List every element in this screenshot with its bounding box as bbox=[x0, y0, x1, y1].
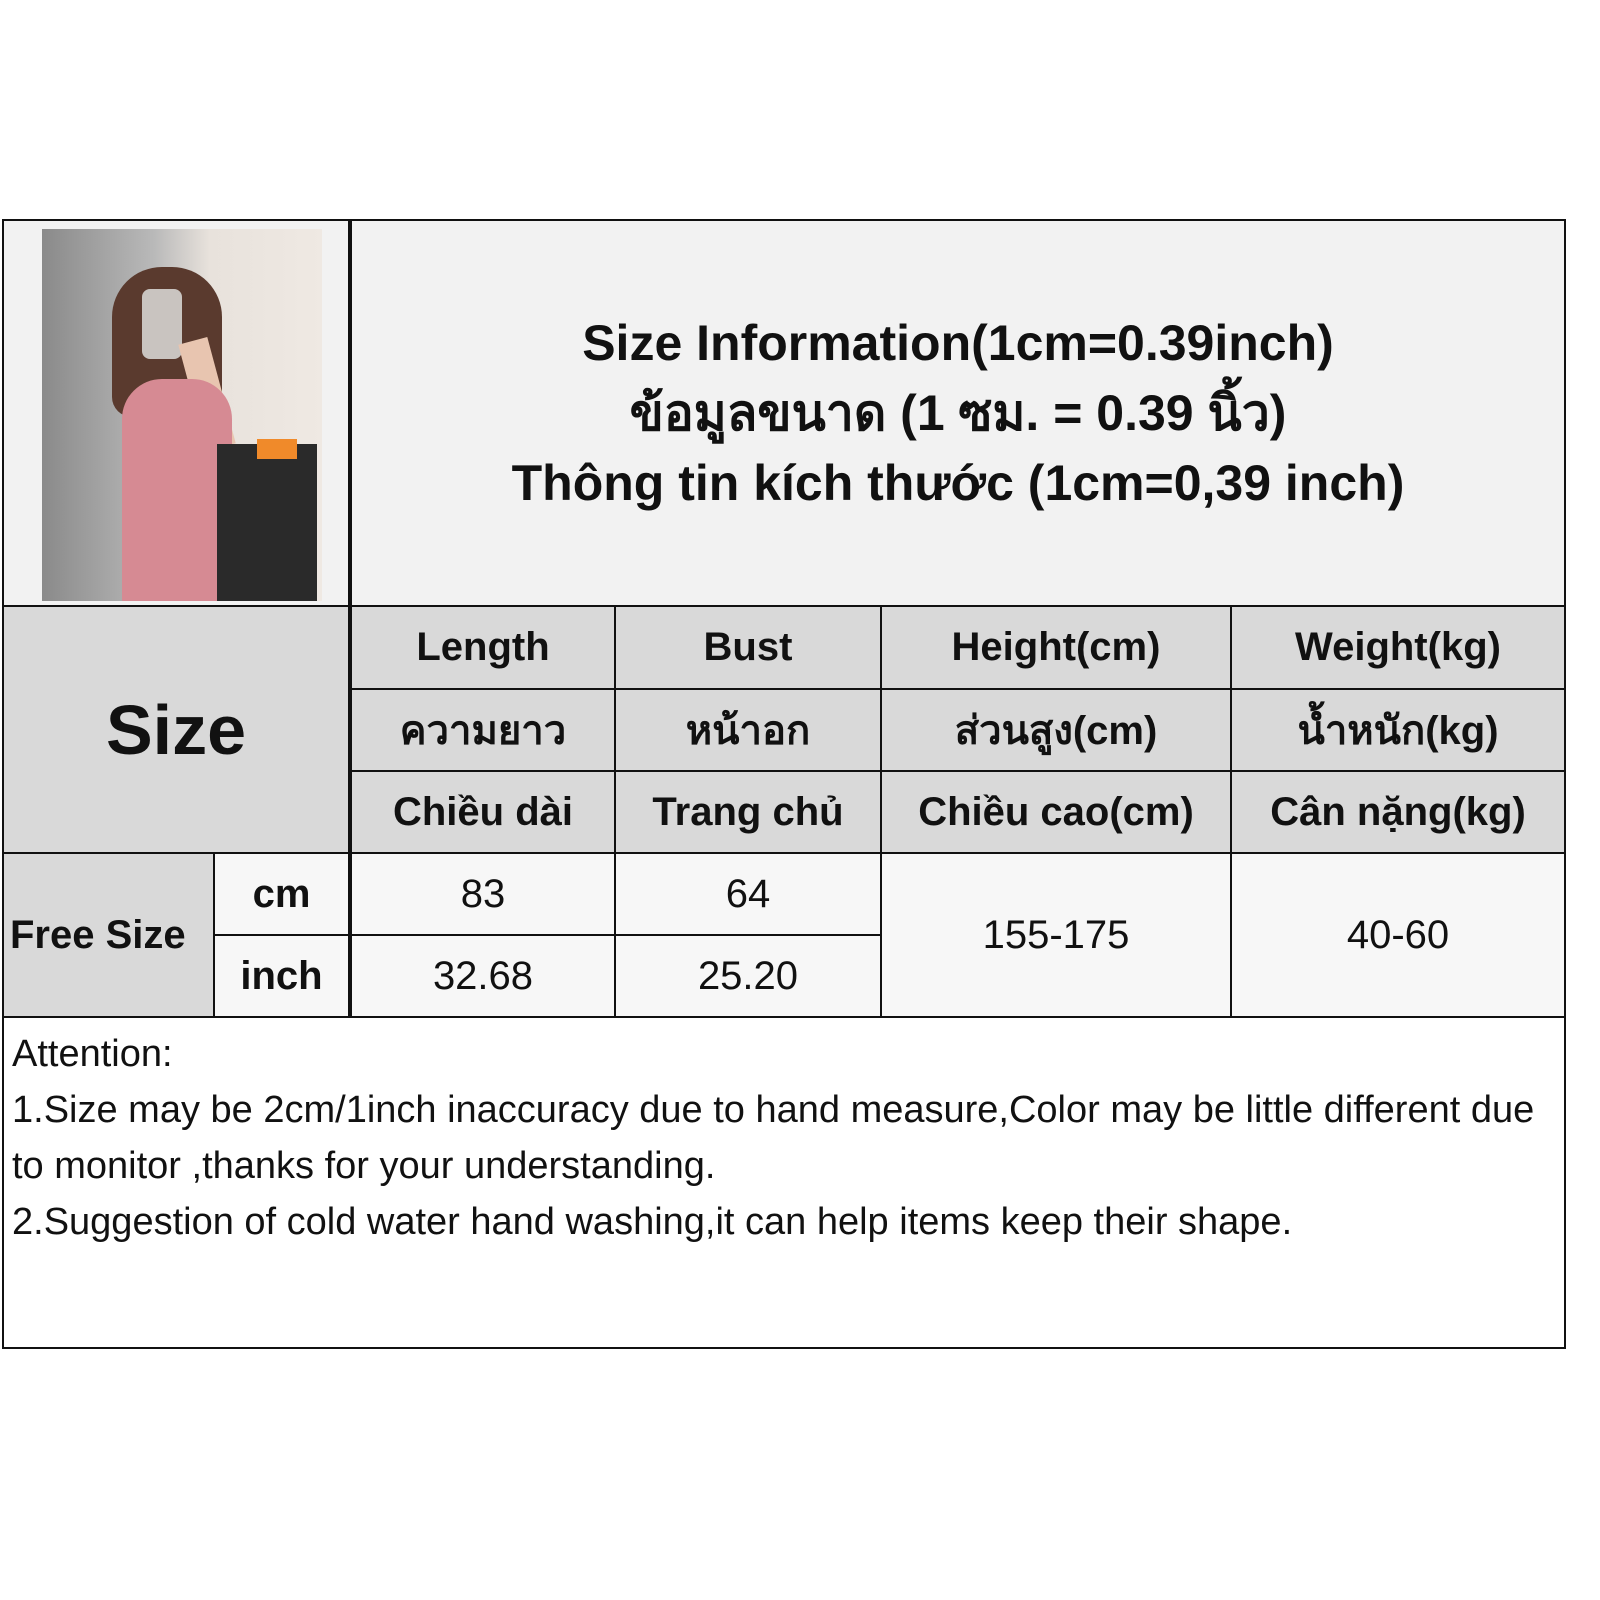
col-length-en: Length bbox=[350, 605, 616, 690]
unit-inch: inch bbox=[213, 934, 350, 1018]
title-en: Size Information(1cm=0.39inch) bbox=[582, 315, 1334, 371]
col-bust-vi: Trang chủ bbox=[614, 770, 882, 854]
col-weight-en: Weight(kg) bbox=[1230, 605, 1566, 690]
attention-notes: Attention: 1.Size may be 2cm/1inch inacc… bbox=[2, 1016, 1566, 1349]
col-height-en: Height(cm) bbox=[880, 605, 1232, 690]
bust-cm: 64 bbox=[614, 852, 882, 936]
col-weight-th: น้ำหนัก(kg) bbox=[1230, 688, 1566, 772]
size-header: Size bbox=[2, 605, 350, 854]
product-photo-cell bbox=[2, 219, 350, 607]
bust-inch: 25.20 bbox=[614, 934, 882, 1018]
col-weight-vi: Cân nặng(kg) bbox=[1230, 770, 1566, 854]
notes-heading: Attention: bbox=[12, 1033, 173, 1075]
title-th: ข้อมูลขนาด (1 ซม. = 0.39 นิ้ว) bbox=[629, 385, 1287, 441]
title-cell: Size Information(1cm=0.39inch) ข้อมูลขนา… bbox=[350, 219, 1566, 607]
weight-range: 40-60 bbox=[1230, 852, 1566, 1018]
col-bust-th: หน้าอก bbox=[614, 688, 882, 772]
col-length-th: ความยาว bbox=[350, 688, 616, 772]
note-1: 1.Size may be 2cm/1inch inaccuracy due t… bbox=[12, 1089, 1535, 1187]
height-range: 155-175 bbox=[880, 852, 1232, 1018]
title-vi: Thông tin kích thước (1cm=0,39 inch) bbox=[511, 455, 1405, 511]
length-inch: 32.68 bbox=[350, 934, 616, 1018]
unit-cm: cm bbox=[213, 852, 350, 936]
col-bust-en: Bust bbox=[614, 605, 882, 690]
free-size-label: Free Size bbox=[2, 852, 215, 1018]
col-height-th: ส่วนสูง(cm) bbox=[880, 688, 1232, 772]
product-photo bbox=[42, 229, 322, 601]
note-2: 2.Suggestion of cold water hand washing,… bbox=[12, 1201, 1293, 1243]
col-height-vi: Chiều cao(cm) bbox=[880, 770, 1232, 854]
col-length-vi: Chiều dài bbox=[350, 770, 616, 854]
length-cm: 83 bbox=[350, 852, 616, 936]
